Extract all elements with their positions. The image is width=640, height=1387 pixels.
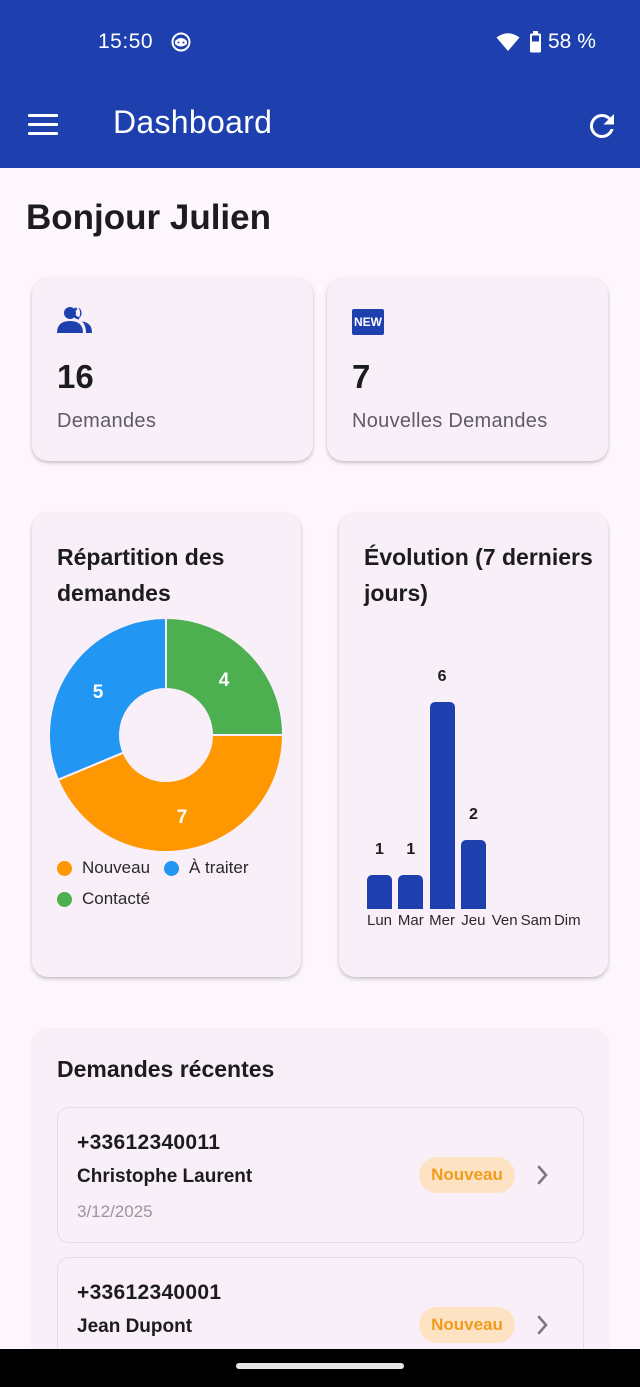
battery-percent: 58 % (548, 30, 596, 53)
evolution-chart-card: Évolution (7 derniers jours) 1 Lun 1 Mar 6 Me… (339, 513, 608, 977)
legend-item-contacte: Contacté (57, 889, 150, 909)
slice-value-nouveau: 7 (177, 807, 188, 828)
chart-title: Répartition des demandes (57, 544, 225, 606)
request-date: 3/12/2025 (77, 1202, 153, 1221)
request-phone: +33612340011 (77, 1131, 221, 1154)
slice-value-contacte: 4 (219, 670, 230, 691)
request-name: Christophe Laurent (77, 1166, 253, 1187)
face-icon (171, 32, 191, 52)
x-axis-label: Dim (553, 912, 581, 929)
legend-dot-icon (164, 860, 179, 876)
refresh-icon (589, 113, 614, 138)
x-axis-label: Jeu (461, 912, 486, 929)
chart-title: Évolution (7 derniers jours) (364, 544, 593, 606)
bar-jeu[interactable] (460, 840, 486, 909)
status-time: 15:50 (98, 30, 154, 53)
bar-value-label: 1 (406, 840, 416, 858)
recent-requests-card: Demandes récentes +33612340011 Christoph… (32, 1028, 609, 1387)
request-name: Jean Dupont (77, 1316, 193, 1337)
stat-label: Nouvelles Demandes (352, 410, 548, 432)
stat-value: 16 (57, 358, 94, 395)
stat-card-total-requests[interactable]: 16 Demandes (32, 278, 313, 461)
greeting-heading: Bonjour Julien (26, 198, 271, 237)
legend-label: Contacté (82, 889, 151, 908)
bar-value-label: 1 (375, 840, 384, 858)
x-axis-label: Mar (397, 912, 424, 929)
system-navigation-bar (0, 1349, 640, 1387)
new-badge-icon: NEW (352, 309, 384, 335)
x-axis-label: Mer (429, 912, 456, 929)
chevron-right-icon (537, 1315, 548, 1335)
request-list-item[interactable]: +33612340011 Christophe Laurent 3/12/202… (57, 1107, 584, 1243)
legend-label: À traiter (189, 858, 249, 877)
home-gesture-handle[interactable] (236, 1363, 404, 1369)
legend-item-nouveau: Nouveau (57, 858, 150, 878)
people-icon (57, 306, 92, 333)
legend-dot-icon (57, 891, 72, 907)
x-axis-label: Sam (520, 912, 552, 929)
legend-item-a-traiter: À traiter (164, 858, 249, 878)
x-axis-label: Ven (491, 912, 518, 929)
bar-chart: 1 Lun 1 Mar 6 Mer 2 Jeu Ven Sam Dim (339, 513, 609, 978)
app-bar: Dashboard (0, 96, 640, 152)
donut-slice-contacte[interactable] (165, 616, 285, 736)
x-axis-label: Lun (366, 912, 393, 929)
stat-value: 7 (352, 358, 371, 395)
bar-value-label: 2 (468, 806, 478, 823)
status-badge: Nouveau (419, 1157, 515, 1193)
new-badge-text: NEW (354, 315, 382, 329)
page-title: Dashboard (113, 104, 273, 140)
bar-lun[interactable] (367, 874, 392, 909)
chevron-right-icon (537, 1165, 548, 1185)
bar-mar[interactable] (398, 874, 424, 909)
battery-icon (530, 31, 541, 53)
wifi-icon (496, 33, 520, 51)
status-bar: 15:50 58 % (0, 28, 640, 56)
stat-label: Demandes (57, 410, 157, 432)
distribution-chart-card: Répartition des demandes 4 7 5 Nouveau À… (32, 513, 301, 977)
legend-dot-icon (57, 860, 72, 876)
bar-mer[interactable] (429, 702, 455, 909)
slice-value-a-traiter: 5 (93, 682, 104, 703)
top-app-bar: 15:50 58 % Dashboard (0, 0, 640, 168)
bar-value-label: 6 (437, 668, 447, 685)
menu-button[interactable] (22, 106, 64, 142)
donut-slice-nouveau[interactable] (56, 734, 285, 853)
status-badge: Nouveau (419, 1307, 515, 1343)
recent-requests-title: Demandes récentes (57, 1056, 275, 1082)
legend-label: Nouveau (82, 858, 151, 877)
stat-card-new-requests[interactable]: NEW 7 Nouvelles Demandes (327, 278, 608, 461)
refresh-button[interactable] (584, 108, 620, 144)
donut-slice-a-traiter[interactable] (47, 616, 167, 782)
request-phone: +33612340001 (77, 1281, 222, 1304)
donut-chart: 4 7 5 (47, 616, 285, 853)
